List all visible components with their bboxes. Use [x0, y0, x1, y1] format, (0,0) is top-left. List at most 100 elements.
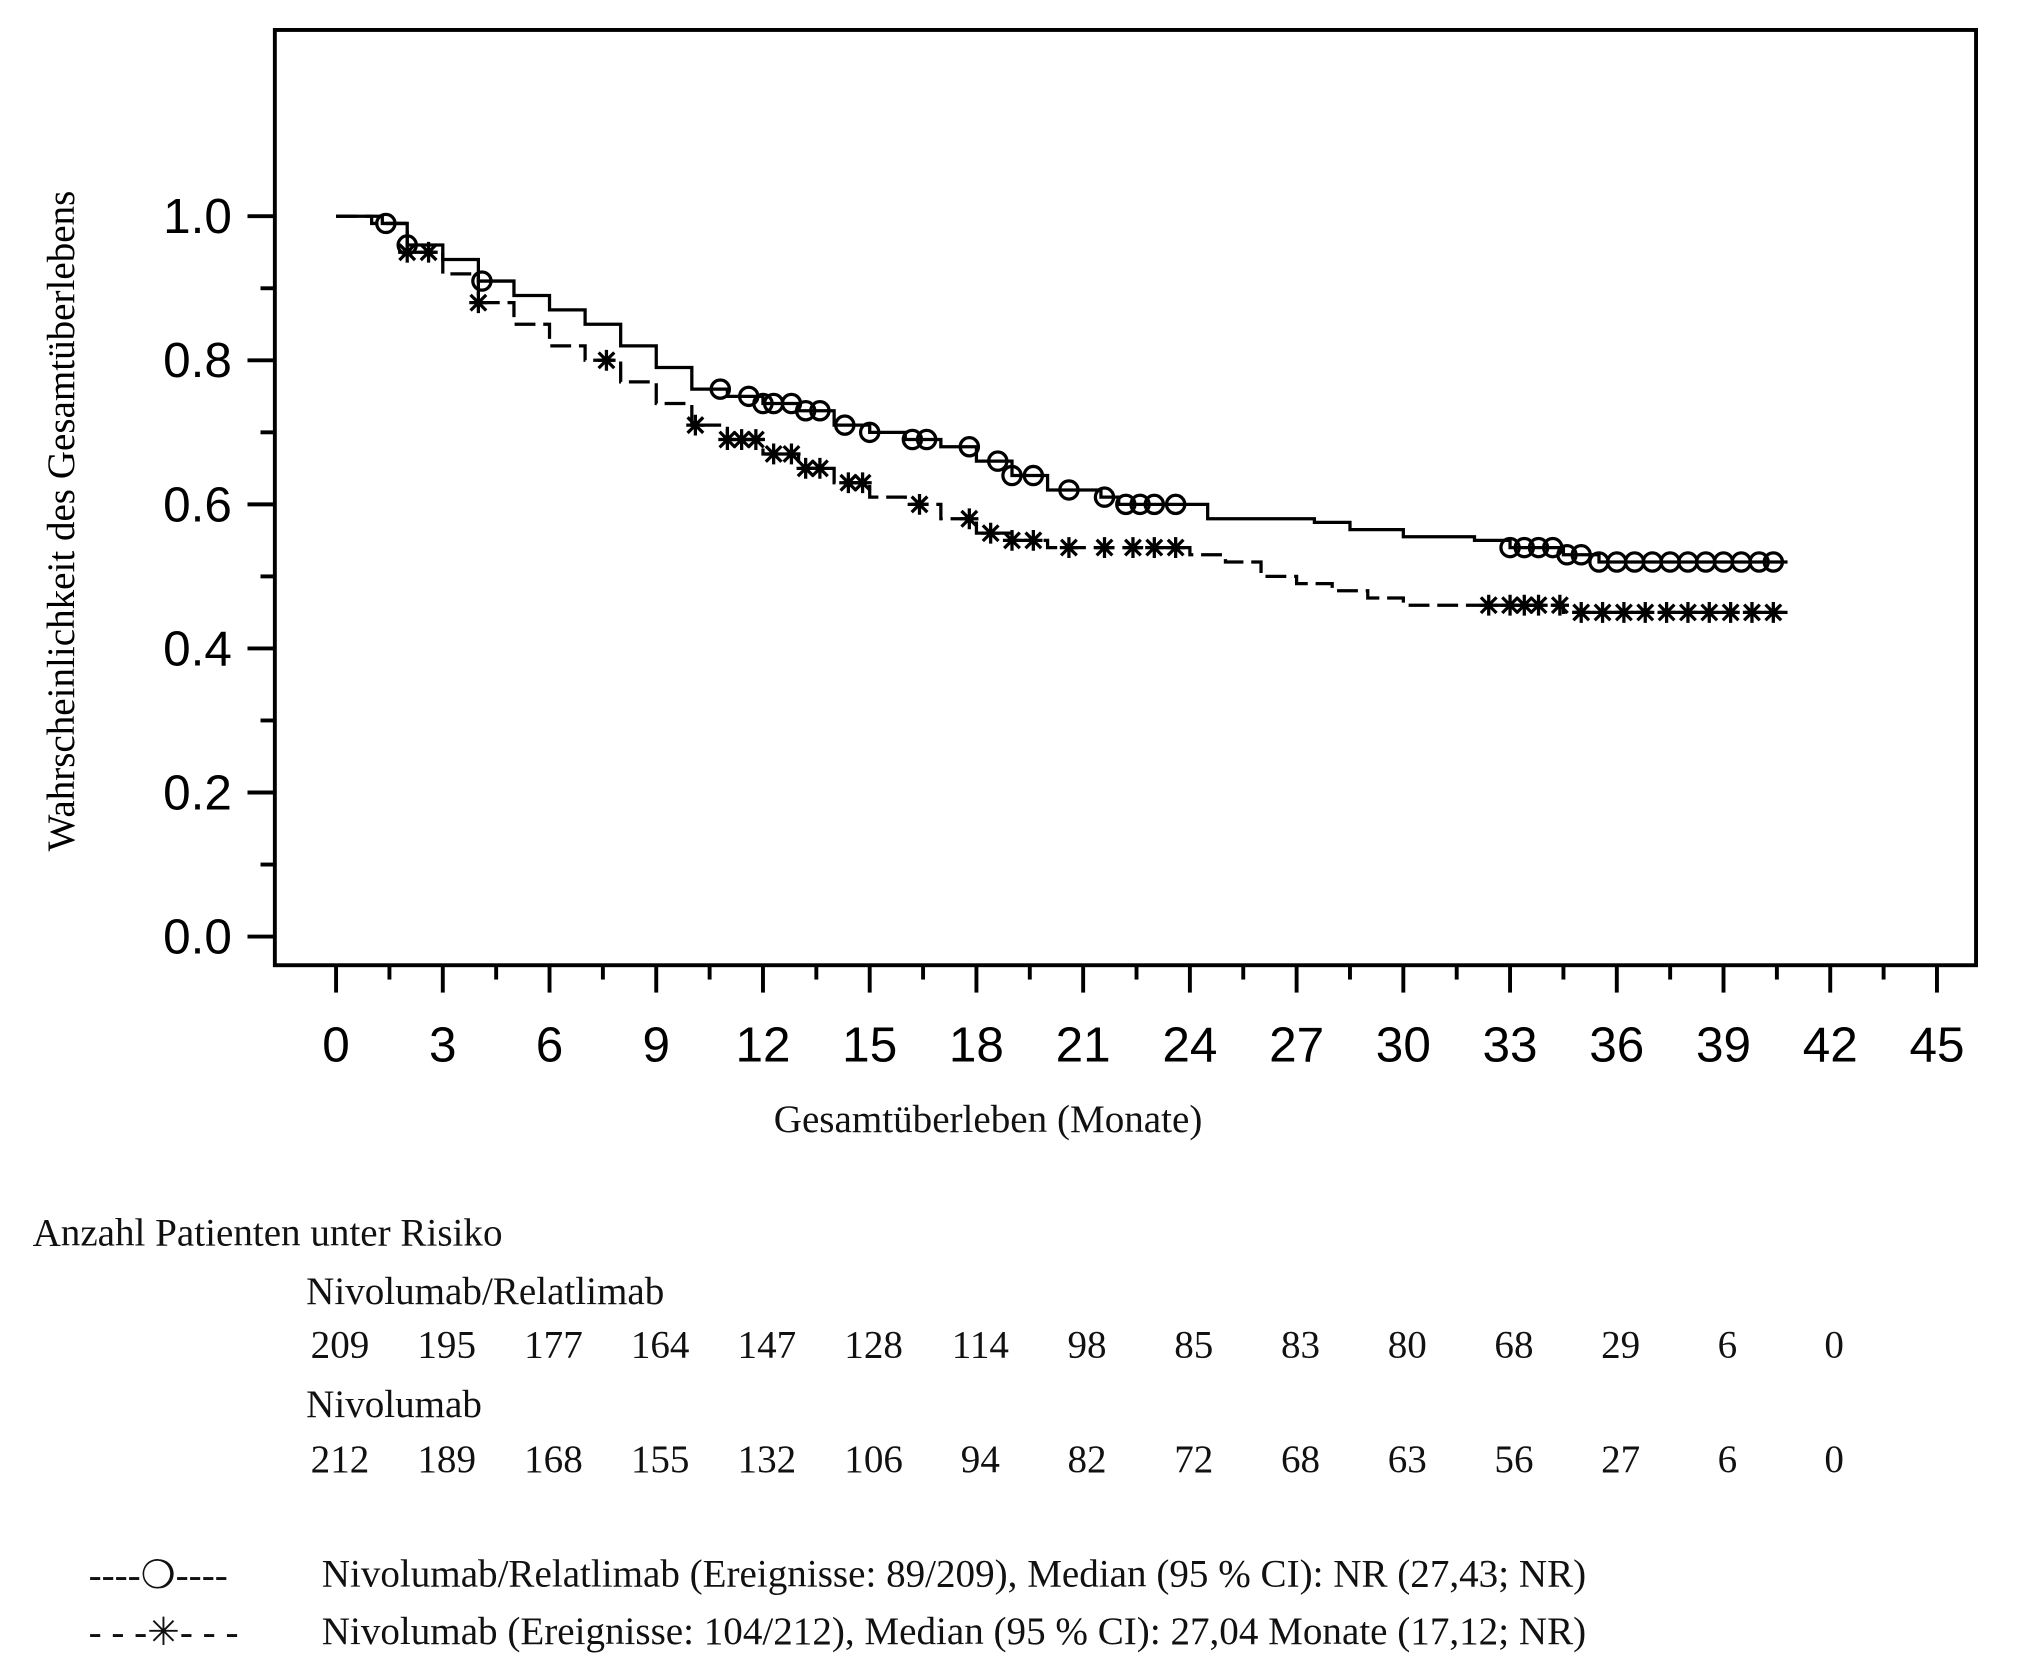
censor-mark-asterisk [469, 292, 488, 314]
y-tick-label: 0.4 [163, 621, 232, 676]
x-tick-label: 45 [1909, 1018, 1964, 1073]
risk-count: 0 [1824, 1323, 1844, 1367]
risk-count: 209 [310, 1323, 370, 1367]
risk-count: 83 [1280, 1323, 1321, 1367]
censor-mark-circle [752, 392, 774, 415]
risk-count: 212 [310, 1438, 370, 1482]
x-tick-label: 39 [1696, 1018, 1751, 1073]
legend-symbol: ----❍---- [88, 1554, 228, 1597]
censor-mark-circle [958, 435, 981, 458]
censor-mark-circle [1143, 493, 1166, 516]
censor-mark-circle [1001, 464, 1023, 487]
censor-mark-asterisk [1123, 537, 1143, 559]
risk-count: 85 [1174, 1323, 1214, 1367]
censor-mark-circle [1115, 493, 1137, 516]
km-plot: 0.0 0.2 0.4 0.6 0.8 1.0 Wahrscheinlichkeit des… [40, 28, 1978, 1073]
x-tick-label: 12 [735, 1018, 790, 1073]
censor-mark-asterisk [1700, 601, 1719, 623]
censor-mark-circle [1513, 536, 1536, 559]
x-tick-label: 3 [429, 1018, 457, 1073]
risk-group-name: Nivolumab [306, 1383, 482, 1427]
risk-count: 168 [524, 1438, 583, 1482]
censor-mark-asterisk [1742, 601, 1762, 623]
censor-mark-asterisk [398, 241, 417, 263]
censor-mark-circle [858, 421, 881, 444]
legend-label: Nivolumab/Relatlimab (Ereignisse: 89/209… [321, 1552, 1587, 1596]
censor-mark-circle [987, 450, 1009, 472]
censor-mark-asterisk [419, 241, 438, 263]
x-axis-label: Gesamtüberleben (Monate) [773, 1098, 1203, 1142]
censor-mark-asterisk [1572, 601, 1591, 623]
risk-count: 29 [1601, 1323, 1641, 1367]
y-axis-label: Wahrscheinlichkeit des Gesamtüberlebens [40, 191, 83, 852]
x-tick-label: 6 [536, 1018, 564, 1073]
censor-mark-asterisk [1636, 601, 1655, 623]
risk-count: 98 [1067, 1323, 1107, 1367]
censor-mark-asterisk [1550, 594, 1569, 616]
censor-mark-asterisk [718, 429, 737, 450]
censor-mark-asterisk [1529, 594, 1548, 616]
censor-mark-circle [1093, 486, 1116, 508]
x-tick-label: 21 [1056, 1018, 1111, 1073]
censor-mark-asterisk [746, 429, 765, 450]
censor-mark-asterisk [1500, 594, 1520, 616]
censor-mark-circle [1570, 544, 1592, 566]
censor-mark-circle [1527, 536, 1550, 559]
y-tick-label: 0.0 [163, 910, 232, 965]
risk-count: 195 [417, 1323, 476, 1367]
x-tick-label: 9 [642, 1018, 670, 1073]
x-tick-label: 36 [1589, 1018, 1644, 1073]
censor-mark-asterisk [1095, 537, 1114, 559]
censor-mark-asterisk [1515, 594, 1534, 616]
risk-count: 6 [1717, 1323, 1738, 1367]
risk-count: 68 [1494, 1323, 1534, 1367]
censor-mark-circle [1058, 479, 1080, 501]
plot-frame [272, 28, 1978, 968]
censor-mark-asterisk [981, 522, 1000, 544]
x-tick-label: 30 [1376, 1018, 1431, 1073]
censor-mark-circle [794, 399, 817, 422]
risk-count: 82 [1067, 1438, 1107, 1482]
censor-mark-circle [1748, 551, 1770, 573]
censor-mark-asterisk [910, 493, 929, 515]
risk-count: 56 [1494, 1438, 1534, 1482]
risk-table-title: Anzahl Patienten unter Risiko [32, 1211, 503, 1255]
risk-count: 164 [630, 1323, 690, 1367]
censor-mark-asterisk [1657, 601, 1676, 623]
risk-count: 72 [1174, 1438, 1214, 1482]
censor-mark-asterisk [782, 443, 801, 465]
risk-count: 147 [737, 1323, 797, 1367]
censor-mark-asterisk [1593, 601, 1612, 623]
censor-mark-circle [834, 414, 856, 436]
risk-count: 106 [844, 1438, 903, 1482]
y-tick-label: 0.6 [163, 477, 232, 532]
censor-mark-circle [809, 399, 831, 422]
risk-group-name: Nivolumab/Relatlimab [306, 1270, 665, 1314]
censor-mark-asterisk [1479, 594, 1498, 616]
censor-mark-circle [471, 270, 493, 292]
censor-mark-asterisk [1145, 537, 1164, 559]
x-tick-label: 33 [1483, 1018, 1538, 1073]
censor-mark-asterisk [597, 349, 616, 371]
x-tick-label: 42 [1803, 1018, 1858, 1073]
legend-symbol: - - -✳- - - [88, 1611, 239, 1655]
censor-mark-asterisk [796, 457, 815, 479]
x-tick-label: 24 [1162, 1018, 1217, 1073]
risk-count: 132 [737, 1438, 797, 1482]
censor-mark-asterisk [960, 508, 979, 530]
legend-label: Nivolumab (Ereignisse: 104/212), Median … [321, 1610, 1587, 1653]
risk-count: 80 [1387, 1323, 1427, 1367]
x-tick-label: 18 [949, 1018, 1004, 1073]
censor-mark-circle [1164, 493, 1187, 516]
censor-mark-asterisk [732, 429, 751, 450]
censor-mark-circle [901, 428, 924, 451]
risk-count: 189 [417, 1438, 476, 1482]
censor-mark-asterisk [1002, 529, 1022, 551]
risk-count: 94 [960, 1438, 1000, 1482]
risk-count: 128 [844, 1323, 903, 1367]
risk-count: 155 [630, 1438, 690, 1482]
censor-mark-asterisk [853, 472, 872, 494]
risk-count: 114 [951, 1323, 1009, 1367]
censor-mark-asterisk [1764, 601, 1783, 623]
